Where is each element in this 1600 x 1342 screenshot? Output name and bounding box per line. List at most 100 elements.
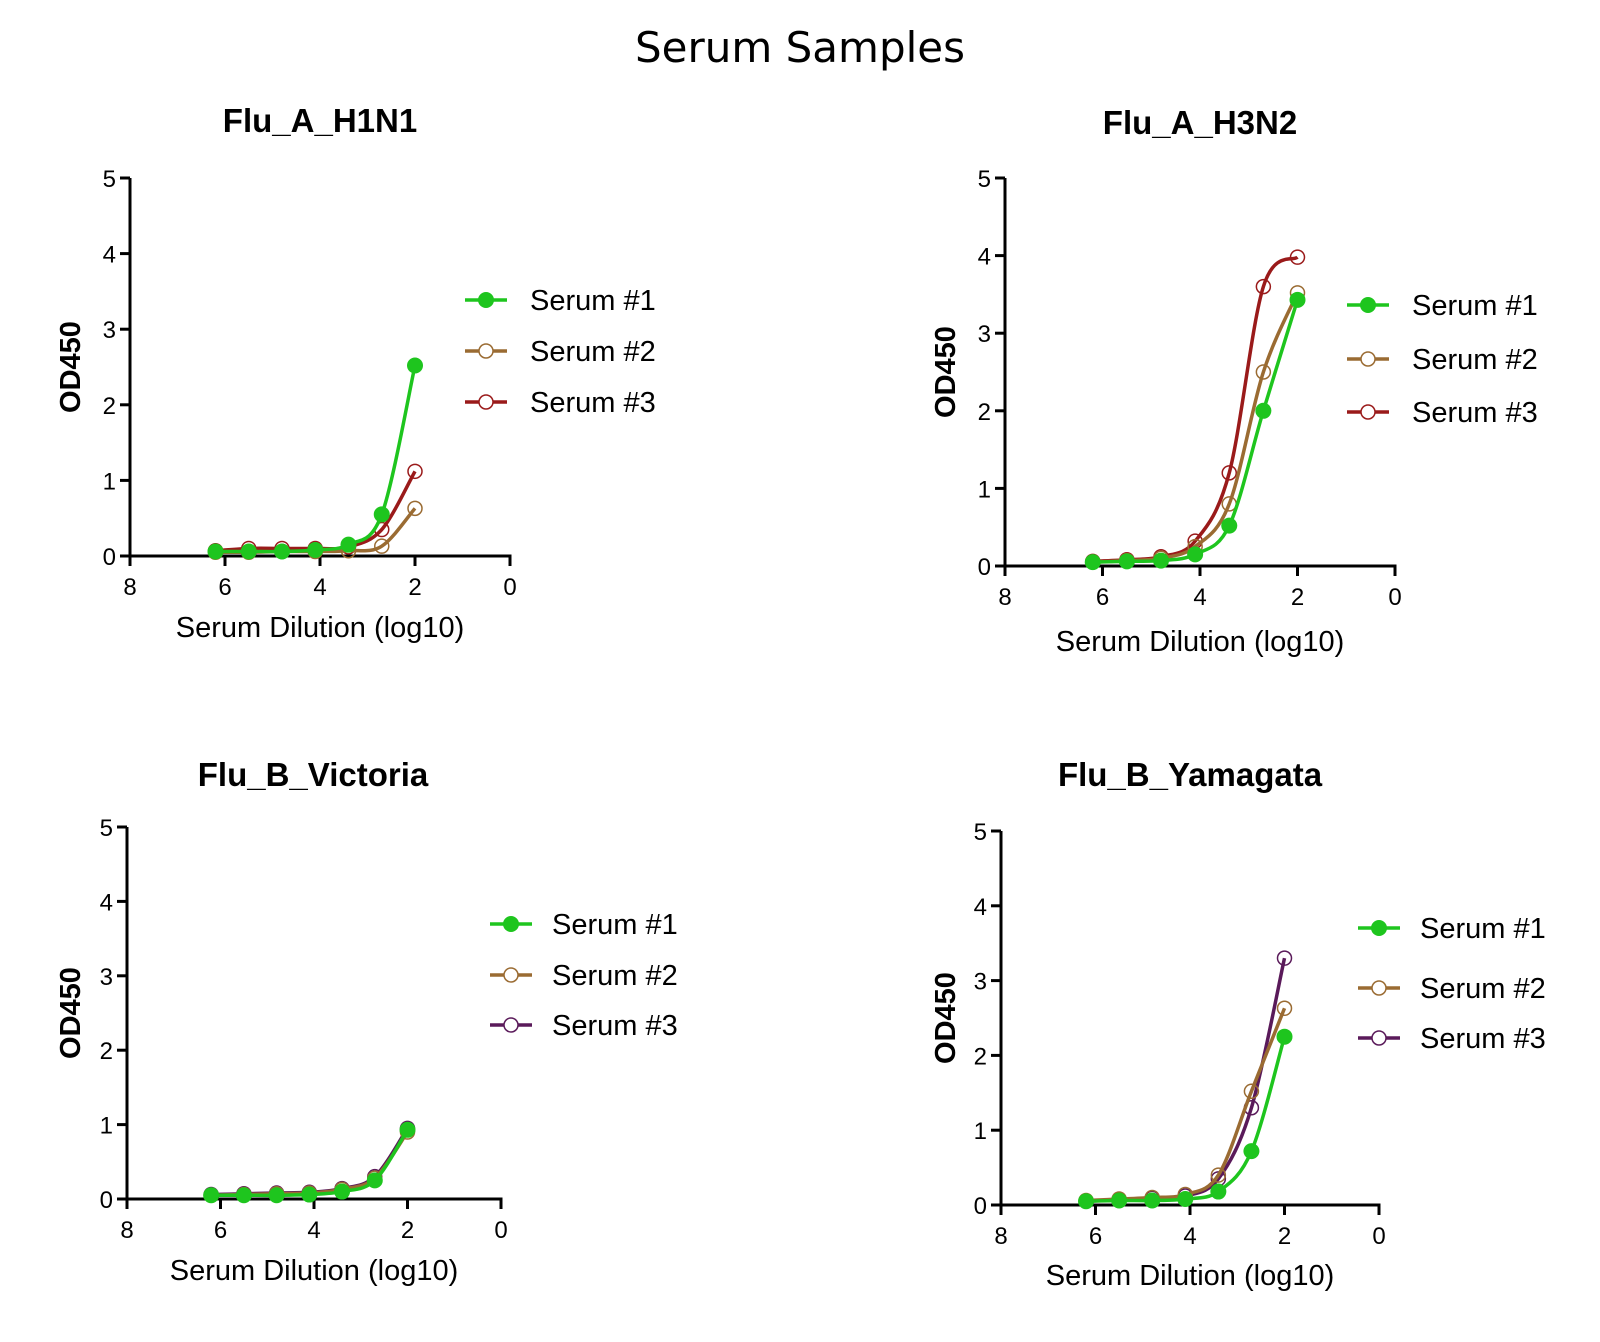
- legend-label: Serum #2: [1420, 973, 1546, 1005]
- data-point: [1289, 249, 1306, 265]
- legend-marker: [478, 394, 494, 410]
- x-tick-label: 8: [123, 574, 136, 601]
- data-point: [373, 506, 390, 523]
- data-point: [240, 543, 257, 560]
- chart-panels: Flu_A_H1N1 0 1 2 3 4 5 8 6 4 2 0 Serum Dilution (log…: [55, 102, 1546, 1292]
- data-point: [340, 536, 357, 553]
- legend-marker: [1360, 297, 1376, 313]
- y-tick-label: 2: [978, 399, 991, 426]
- y-tick-label: 0: [978, 554, 991, 581]
- x-tick-label: 2: [401, 1217, 414, 1244]
- y-axis-label: OD450: [55, 967, 87, 1059]
- legend-label: Serum #3: [1420, 1023, 1546, 1055]
- x-tick-label: 2: [1291, 584, 1304, 611]
- legend-label: Serum #2: [1412, 344, 1538, 376]
- data-point: [1276, 1000, 1293, 1017]
- x-tick-label: 6: [1089, 1223, 1102, 1250]
- y-tick-label: 5: [974, 819, 987, 846]
- data-point: [207, 543, 224, 560]
- data-point: [1118, 553, 1135, 570]
- data-point: [1153, 552, 1169, 569]
- x-tick-label: 2: [408, 574, 421, 601]
- data-point: [1210, 1167, 1227, 1183]
- legend-label: Serum #1: [1420, 913, 1546, 945]
- x-tick-label: 2: [1278, 1223, 1291, 1250]
- y-tick-label: 5: [978, 166, 991, 193]
- data-point: [1177, 1191, 1194, 1208]
- x-axis-label: Serum Dilution (log10): [1046, 1260, 1335, 1292]
- x-tick-label: 6: [214, 1217, 227, 1244]
- y-tick-label: 4: [978, 244, 991, 271]
- data-point: [1276, 1028, 1293, 1045]
- data-point: [1210, 1183, 1227, 1200]
- series-line: [1086, 1036, 1287, 1204]
- data-point: [407, 463, 423, 480]
- x-tick-label: 6: [218, 574, 231, 601]
- data-point: [1243, 1143, 1260, 1160]
- y-tick-label: 1: [103, 468, 116, 495]
- legend-marker: [1360, 351, 1376, 367]
- y-axis-label: OD450: [930, 326, 962, 418]
- x-tick-label: 4: [1193, 584, 1206, 611]
- y-tick-label: 4: [100, 889, 113, 916]
- data-point: [407, 357, 423, 374]
- x-tick-label: 4: [313, 574, 326, 601]
- data-point: [1111, 1192, 1128, 1209]
- y-tick-label: 3: [103, 317, 116, 344]
- data-point: [1255, 402, 1272, 419]
- legend-marker: [478, 343, 494, 359]
- data-point: [235, 1187, 252, 1204]
- x-axis-label: Serum Dilution (log10): [170, 1255, 459, 1287]
- data-point: [1289, 291, 1306, 308]
- chart-panel: Flu_B_Yamagata 0 1 2 3 4 5 8 6 4 2 0 Serum Dilution …: [930, 756, 1546, 1292]
- legend-label: Serum #1: [530, 285, 656, 317]
- chart-panel: Flu_B_Victoria 0 1 2 3 4 5 8 6 4 2 0 Serum Dilution …: [55, 756, 678, 1287]
- panel-title: Flu_B_Yamagata: [1058, 756, 1323, 793]
- legend-marker: [1371, 980, 1387, 996]
- legend-label: Serum #3: [552, 1010, 678, 1042]
- x-tick-label: 6: [1096, 584, 1109, 611]
- data-point: [366, 1172, 383, 1189]
- data-point: [1221, 465, 1237, 481]
- data-point: [1144, 1192, 1161, 1209]
- y-tick-label: 0: [100, 1187, 113, 1214]
- x-tick-label: 0: [1388, 584, 1401, 611]
- x-tick-label: 8: [120, 1217, 133, 1244]
- data-point: [274, 543, 290, 560]
- x-tick-label: 8: [998, 584, 1011, 611]
- y-axis-label: OD450: [55, 321, 87, 413]
- legend-marker: [503, 967, 519, 983]
- data-point: [407, 500, 423, 517]
- y-tick-label: 1: [974, 1118, 987, 1145]
- data-point: [268, 1187, 285, 1204]
- figure-title: Serum Samples: [635, 23, 965, 72]
- data-point: [1255, 364, 1272, 380]
- y-tick-label: 1: [100, 1113, 113, 1140]
- data-point: [307, 541, 324, 558]
- y-tick-label: 3: [978, 321, 991, 348]
- data-point: [334, 1183, 351, 1200]
- data-point: [1276, 950, 1293, 966]
- data-point: [374, 538, 390, 554]
- x-tick-label: 0: [1372, 1223, 1385, 1250]
- x-axis-label: Serum Dilution (log10): [176, 612, 465, 644]
- data-point: [1221, 517, 1238, 534]
- legend-marker: [503, 1017, 519, 1033]
- panel-title: Flu_A_H3N2: [1103, 104, 1297, 141]
- y-tick-label: 4: [103, 242, 116, 269]
- data-point: [1084, 554, 1101, 571]
- legend-marker: [1371, 920, 1387, 936]
- chart-panel: Flu_A_H3N2 0 1 2 3 4 5 8 6 4 2 0 Serum Dilution (log…: [930, 104, 1538, 658]
- y-tick-label: 3: [100, 964, 113, 991]
- legend-marker: [1360, 404, 1376, 420]
- legend-label: Serum #2: [552, 960, 678, 992]
- y-tick-label: 5: [103, 166, 116, 193]
- legend-label: Serum #2: [530, 336, 656, 368]
- legend-label: Serum #1: [1412, 290, 1538, 322]
- data-point: [1255, 278, 1272, 295]
- y-axis-label: OD450: [930, 972, 962, 1064]
- y-tick-label: 2: [103, 393, 116, 420]
- legend-marker: [478, 292, 494, 308]
- x-axis-label: Serum Dilution (log10): [1056, 626, 1345, 658]
- y-tick-label: 2: [974, 1043, 987, 1070]
